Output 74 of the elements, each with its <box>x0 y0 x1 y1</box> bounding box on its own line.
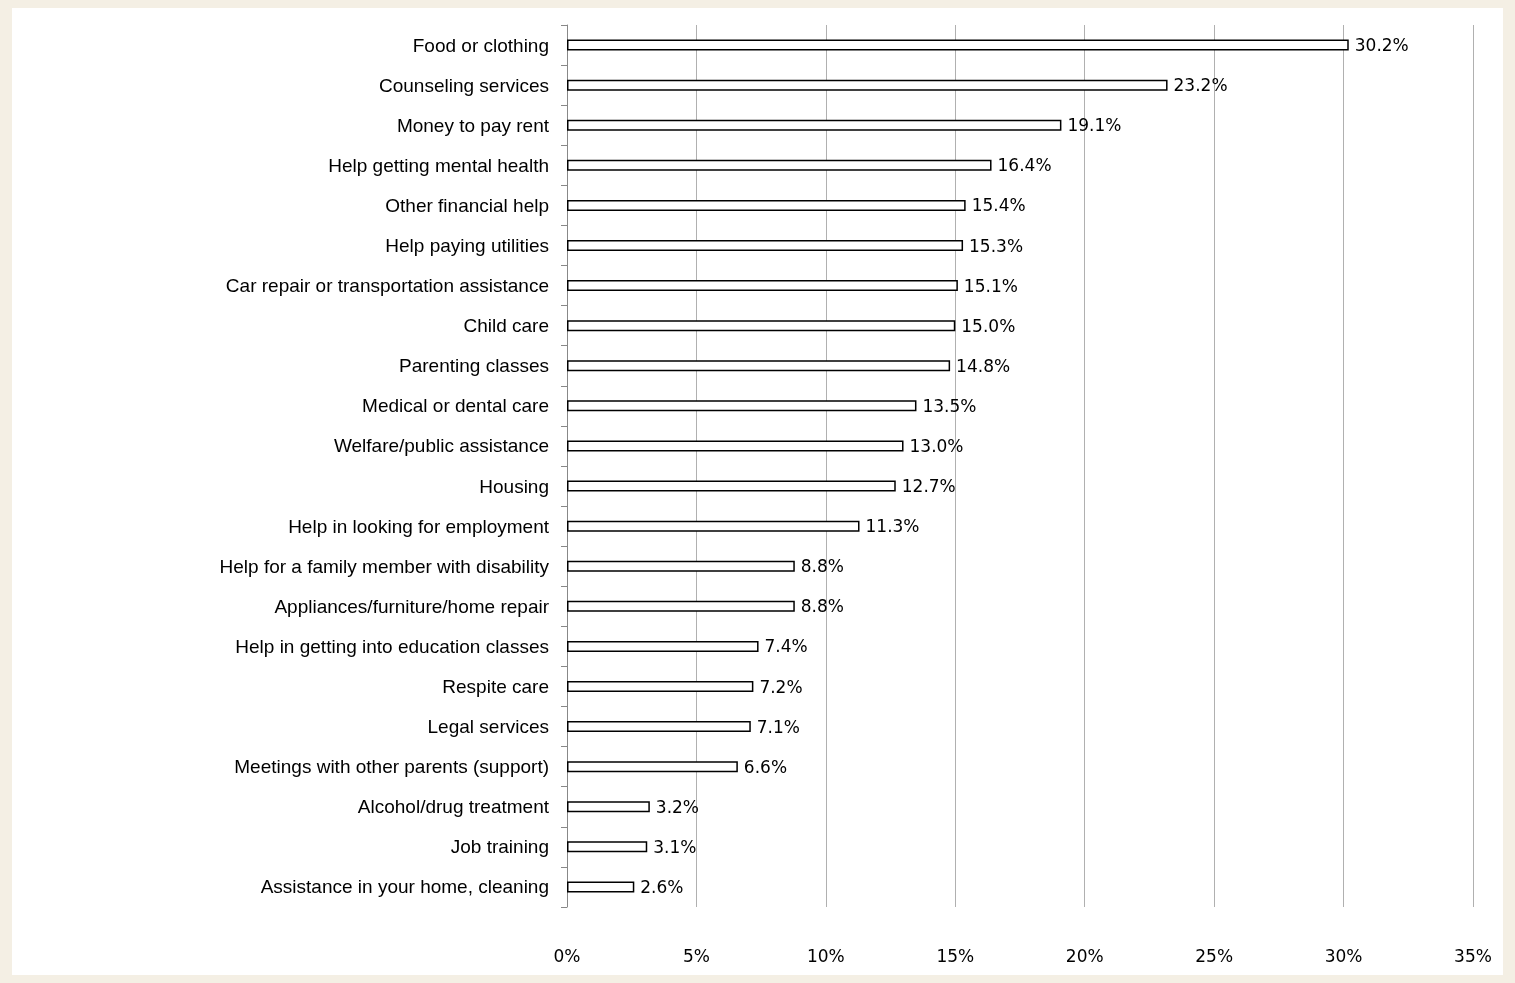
y-tick-label: Help for a family member with disability <box>219 555 550 577</box>
data-label: 15.4% <box>971 195 1026 216</box>
bar <box>567 681 754 692</box>
bar <box>567 199 966 211</box>
y-tick-label: Appliances/furniture/home repair <box>274 595 550 617</box>
y-tick-label: Help getting mental health <box>328 154 549 176</box>
bar <box>567 240 964 251</box>
bar <box>567 440 904 452</box>
x-tick-label: 30% <box>1324 945 1363 966</box>
data-label: 3.2% <box>655 796 700 817</box>
y-tick-label: Other financial help <box>385 194 549 216</box>
x-tick-label: 20% <box>1065 945 1104 966</box>
y-tick-label: Food or clothing <box>412 34 549 56</box>
y-tick-label: Job training <box>450 836 549 858</box>
x-tick-label: 15% <box>936 945 975 966</box>
y-tick-label: Housing <box>479 475 549 497</box>
bar <box>567 320 956 332</box>
data-label: 12.7% <box>901 476 956 497</box>
bar <box>567 761 738 773</box>
data-label: 13.5% <box>922 395 977 416</box>
bar <box>567 841 648 853</box>
bar <box>567 560 795 572</box>
data-label: 11.3% <box>865 516 920 537</box>
y-tick-label: Legal services <box>427 716 549 738</box>
data-label: 2.6% <box>640 876 684 897</box>
bar <box>567 119 1062 131</box>
bar <box>567 280 958 292</box>
y-tick-label: Welfare/public assistance <box>333 435 549 457</box>
y-tick-label: Help in looking for employment <box>288 515 550 537</box>
y-tick-label: Help in getting into education classes <box>235 635 549 657</box>
y-tick-label: Respite care <box>442 676 549 697</box>
x-tick-label: 10% <box>806 945 845 966</box>
data-label: 19.1% <box>1067 115 1122 136</box>
bar <box>567 79 1168 91</box>
bar <box>567 360 951 372</box>
y-tick-label: Parenting classes <box>399 355 549 377</box>
bar <box>567 600 795 612</box>
data-label: 14.8% <box>956 355 1011 376</box>
bar <box>567 721 751 733</box>
data-label: 15.3% <box>969 235 1024 256</box>
data-label: 7.2% <box>759 676 803 697</box>
data-label: 7.4% <box>764 636 808 657</box>
x-tick-label: 5% <box>682 945 710 966</box>
data-label: 16.4% <box>997 155 1052 176</box>
y-tick-label: Meetings with other parents (support) <box>234 756 549 778</box>
data-label: 15.0% <box>961 315 1016 336</box>
data-label: 8.8% <box>800 596 844 617</box>
y-tick-label: Car repair or transportation assistance <box>225 275 549 297</box>
x-tick-label: 0% <box>553 945 581 966</box>
data-label: 13.0% <box>909 435 964 456</box>
data-label: 8.8% <box>800 556 844 577</box>
bar <box>567 480 896 492</box>
bar <box>567 520 860 532</box>
bar <box>567 881 635 893</box>
y-tick-label: Help paying utilities <box>385 235 549 256</box>
y-tick-label: Counseling services <box>378 74 549 96</box>
bar <box>567 400 917 412</box>
data-label: 30.2% <box>1354 35 1409 56</box>
x-tick-label: 25% <box>1195 945 1234 966</box>
y-tick-label: Money to pay rent <box>396 114 550 136</box>
data-label: 3.1% <box>653 836 697 857</box>
bar <box>567 801 650 813</box>
data-label: 7.1% <box>756 716 800 737</box>
y-tick-label: Child care <box>463 315 549 337</box>
data-label: 23.2% <box>1173 75 1228 96</box>
x-tick-label: 35% <box>1454 945 1492 966</box>
data-label: 6.6% <box>743 756 788 777</box>
data-label: 15.1% <box>963 275 1018 296</box>
bar <box>567 39 1349 51</box>
y-tick-label: Assistance in your home, cleaning <box>260 876 549 898</box>
bar <box>567 640 759 652</box>
bar <box>567 159 992 171</box>
y-tick-label: Alcohol/drug treatment <box>357 796 550 818</box>
y-tick-label: Medical or dental care <box>362 395 549 417</box>
